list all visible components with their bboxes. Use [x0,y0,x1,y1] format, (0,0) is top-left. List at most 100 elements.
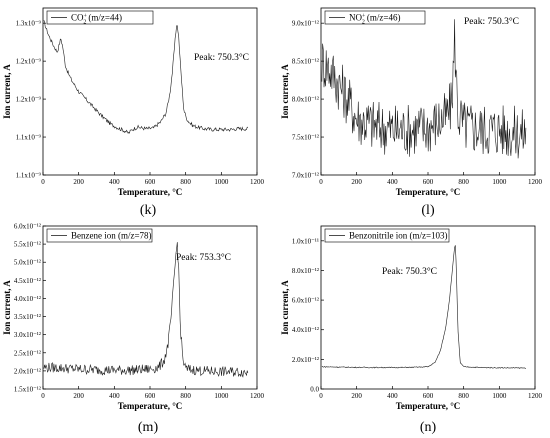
y-tick-label: 4.5x10⁻¹² [14,277,41,285]
x-tick-label: 0 [319,392,323,400]
panel-label: (l) [421,203,435,218]
x-axis-label: Temperature, °C [118,401,183,411]
panel-label: (k) [140,203,157,218]
series-line [43,242,249,378]
y-tick-label: 1.1x10⁻⁹ [16,172,42,180]
plot-frame [42,225,258,390]
legend-label: NO+ 2 (m/z=46) [349,13,400,26]
x-tick-label: 1000 [492,392,507,400]
legend-sub: 2 [83,20,86,26]
x-tick-label: 400 [387,392,398,400]
x-tick-label: 600 [145,178,156,186]
x-tick-label: 1200 [528,178,543,186]
x-tick-label: 200 [351,178,362,186]
y-tick-label: 1.2x10⁻⁹ [16,58,42,66]
legend: Benzonitrile ion (m/z=103) [324,228,450,243]
legend-box [46,10,154,25]
y-tick-label: 5.5x10⁻¹² [14,241,41,249]
x-axis-label: Temperature, °C [396,187,461,197]
plot-frame [42,7,258,176]
series-line [321,245,526,369]
y-axis-label: Ion current, A [280,280,290,335]
y-tick-label: 4.0x10⁻¹² [292,326,319,334]
peak-annotation: Peak: 753.3°C [176,252,231,263]
legend-label: Benzonitrile ion (m/z=103) [349,231,448,241]
y-tick-label: 8.5x10⁻¹² [292,58,319,66]
legend-sup: + [84,14,88,20]
y-tick-label: 5.0x10⁻¹² [14,259,41,267]
y-tick-label: 1.3x10⁻⁹ [16,20,42,28]
legend-detail: (m/z=44) [88,13,122,23]
x-tick-label: 200 [73,392,84,400]
x-tick-label: 400 [387,178,398,186]
x-tick-label: 1000 [492,178,507,186]
x-tick-label: 1200 [250,392,265,400]
legend-formula: CO [71,13,84,23]
panel-label: (n) [420,420,437,435]
legend-sub: 2 [362,20,365,26]
plot-frame [320,225,536,390]
y-tick-label: 8.0x10⁻¹² [292,267,319,275]
y-tick-label: 1.2x10⁻⁹ [16,96,42,104]
legend: NO+ 2 (m/z=46) [324,10,426,26]
x-axis-label: Temperature, °C [396,401,461,411]
y-tick-label: 4.0x10⁻¹² [14,295,41,303]
chart-panel: 0 200 400 600 800 1000 1200 7.0x10⁻¹² 7.5x10⁻¹² 8… [280,7,543,218]
x-tick-label: 1000 [214,392,229,400]
y-tick-label: 6.0x10⁻¹² [14,223,41,231]
x-tick-label: 600 [423,392,434,400]
y-tick-label: 1.1x10⁻⁹ [16,134,42,142]
x-tick-label: 400 [109,178,120,186]
y-tick-label: 1.5x10⁻¹² [14,386,41,394]
chart-panel: 0 200 400 600 800 1000 1200 1.5x10⁻¹² 2.0x10⁻¹² 2… [2,223,265,436]
legend-label: Benzene ion (m/z=78) [71,231,152,241]
legend-detail: (m/z=46) [367,13,401,23]
x-tick-label: 0 [41,178,45,186]
y-tick-label: 6.0x10⁻¹² [292,297,319,305]
series-line [43,20,249,134]
y-tick-label: 7.5x10⁻¹² [292,134,319,142]
legend-box [324,228,450,243]
x-tick-label: 800 [458,178,469,186]
x-tick-label: 600 [423,178,434,186]
y-tick-label: 3.0x10⁻¹² [14,331,41,339]
x-axis-label: Temperature, °C [118,187,183,197]
legend: CO+ 2 (m/z=44) [46,10,154,26]
y-tick-label: 8.0x10⁻¹² [292,96,319,104]
legend-box [46,228,153,243]
peak-annotation: Peak: 750.3°C [382,266,437,277]
y-tick-label: 9.0x10⁻¹² [292,20,319,28]
y-tick-label: 3.5x10⁻¹² [14,313,41,321]
x-tick-label: 0 [41,392,45,400]
x-tick-label: 200 [351,392,362,400]
y-axis-label: Ion current, A [280,64,290,119]
y-axis-label: Ion current, A [2,64,12,119]
chart-panel: 0 200 400 600 800 1000 1200 0.0 2.0x10⁻¹² 4.0x10⁻… [280,225,543,435]
y-tick-label: 2.0x10⁻¹² [14,367,41,375]
series-line [321,19,527,159]
y-tick-label: 2.0x10⁻¹² [292,356,319,364]
y-tick-label: 7.0x10⁻¹² [292,172,319,180]
x-tick-label: 600 [145,392,156,400]
legend-label: CO+ 2 (m/z=44) [71,13,122,26]
y-tick-label: 2.5x10⁻¹² [14,349,41,357]
x-tick-label: 1200 [250,178,265,186]
x-tick-label: 0 [319,178,323,186]
legend-box [324,10,426,25]
x-tick-label: 200 [73,178,84,186]
x-tick-label: 1200 [528,392,543,400]
y-tick-label: 1.0x10⁻¹¹ [292,237,319,245]
legend-formula: NO [349,13,362,23]
panel-label: (m) [138,420,159,435]
x-tick-label: 400 [109,392,120,400]
y-axis-label: Ion current, A [2,280,12,335]
x-tick-label: 800 [180,392,191,400]
legend: Benzene ion (m/z=78) [46,228,153,243]
chart-panel: 0 200 400 600 800 1000 1200 1.1x10⁻⁹ 1.1x10⁻⁹ 1.2… [2,7,265,218]
peak-annotation: Peak: 750.3°C [464,16,519,27]
peak-annotation: Peak: 750.3°C [194,52,249,63]
x-tick-label: 800 [180,178,191,186]
x-tick-label: 800 [458,392,469,400]
y-tick-label: 0.0 [310,386,319,394]
